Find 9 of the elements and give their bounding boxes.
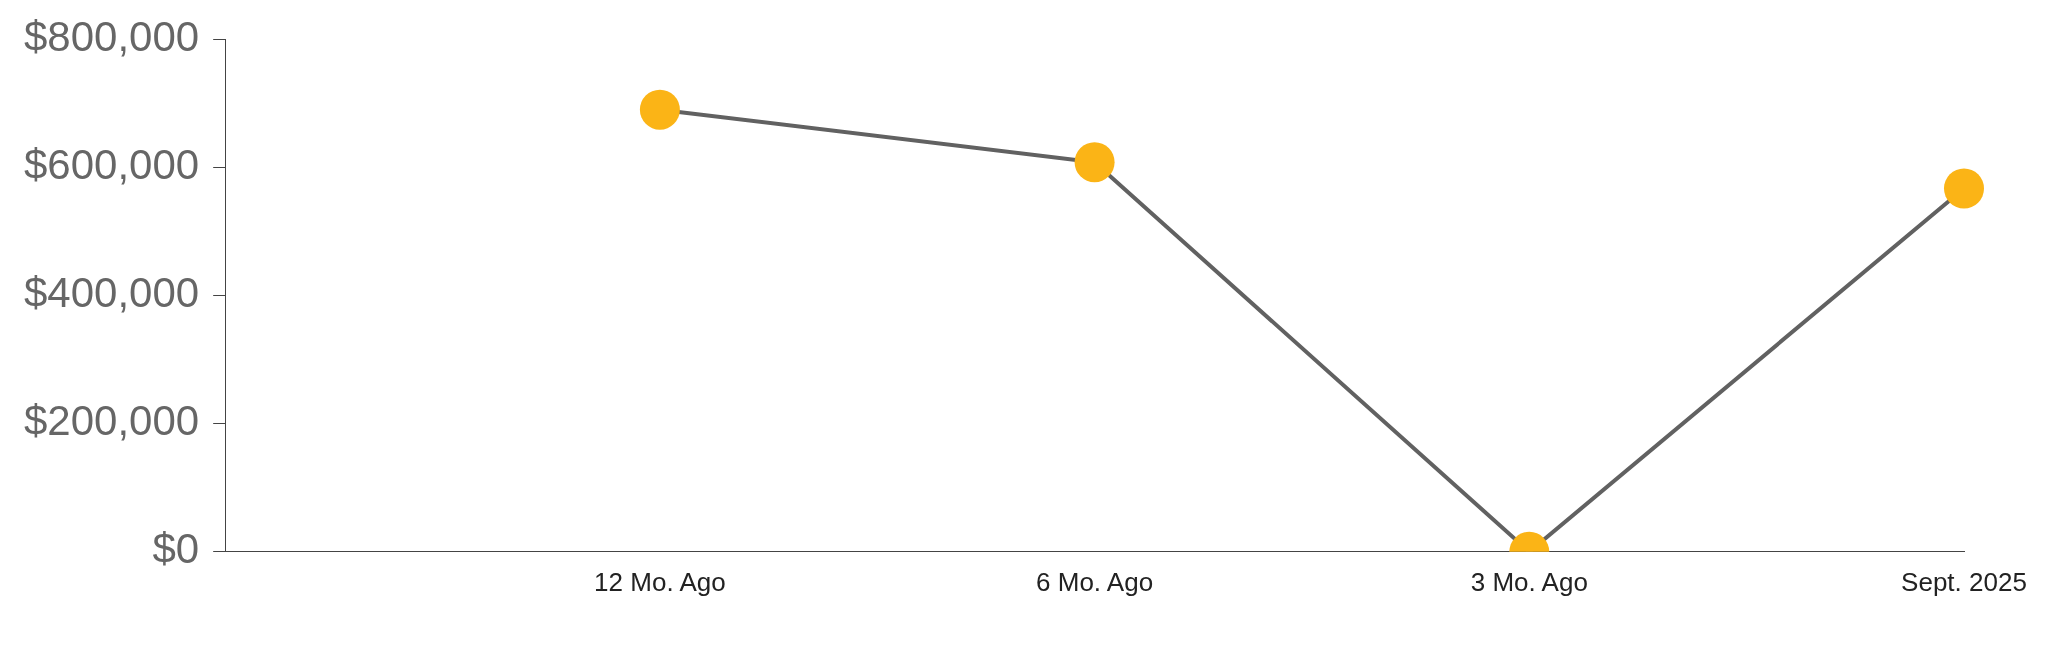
x-tick-label: Sept. 2025	[1901, 566, 2027, 597]
x-tick-label: 12 Mo. Ago	[594, 566, 726, 597]
y-tick-label: $200,000	[23, 397, 200, 445]
y-tick-label: $600,000	[23, 140, 200, 188]
x-tick-label: 6 Mo. Ago	[1036, 566, 1154, 597]
y-tick-label: $400,000	[23, 269, 200, 317]
y-tick-label: $800,000	[23, 12, 200, 60]
y-tick-label: $0	[152, 525, 200, 573]
x-tick-label: 3 Mo. Ago	[1470, 566, 1588, 597]
